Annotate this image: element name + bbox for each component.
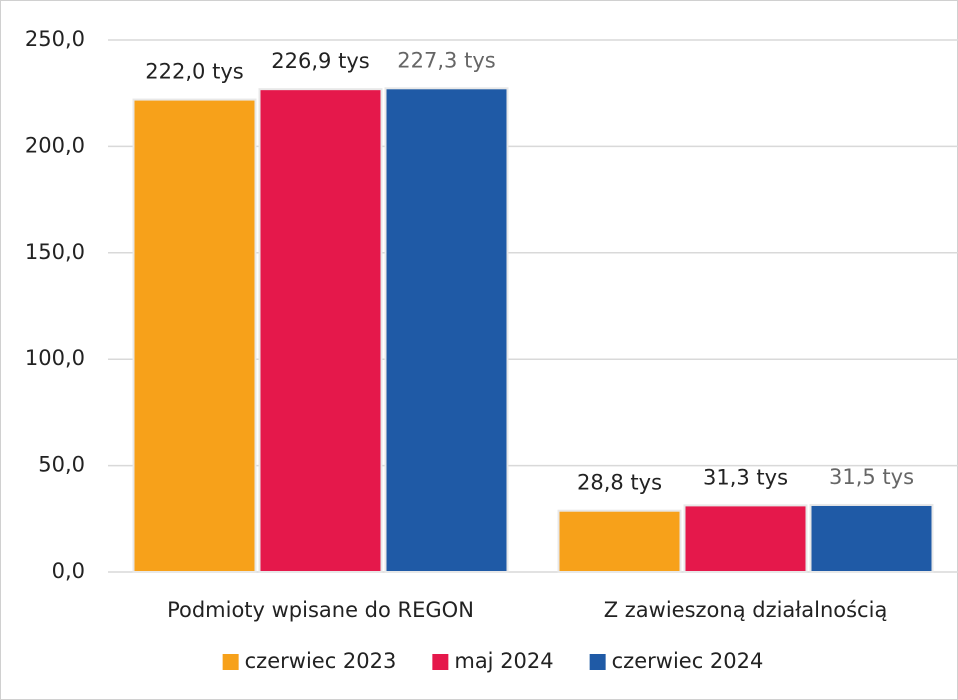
- y-tick-label: 250,0: [25, 27, 85, 51]
- legend-marker: [589, 654, 606, 670]
- legend-marker: [222, 654, 239, 670]
- bar: [384, 87, 509, 573]
- data-label: 31,5 tys: [829, 465, 914, 489]
- bar: [683, 504, 808, 573]
- legend-marker: [432, 654, 449, 670]
- y-tick-label: 200,0: [25, 133, 85, 157]
- legend-label: maj 2024: [454, 649, 553, 673]
- y-tick-label: 100,0: [25, 346, 85, 370]
- bar: [258, 88, 383, 573]
- y-tick-label: 50,0: [38, 453, 85, 477]
- bar: [557, 509, 682, 573]
- data-label: 226,9 tys: [271, 49, 369, 73]
- y-tick-label: 0,0: [52, 559, 85, 583]
- x-tick-label: Podmioty wpisane do REGON: [167, 598, 474, 622]
- data-label: 227,3 tys: [397, 48, 495, 72]
- data-label: 222,0 tys: [145, 60, 243, 84]
- data-label: 28,8 tys: [577, 471, 662, 495]
- legend-label: czerwiec 2023: [245, 649, 397, 673]
- y-tick-label: 150,0: [25, 240, 85, 264]
- x-tick-label: Z zawieszoną działalnością: [604, 598, 888, 622]
- bar: [132, 98, 257, 573]
- bar: [809, 503, 934, 573]
- legend-label: czerwiec 2024: [612, 649, 764, 673]
- data-label: 31,3 tys: [703, 465, 788, 489]
